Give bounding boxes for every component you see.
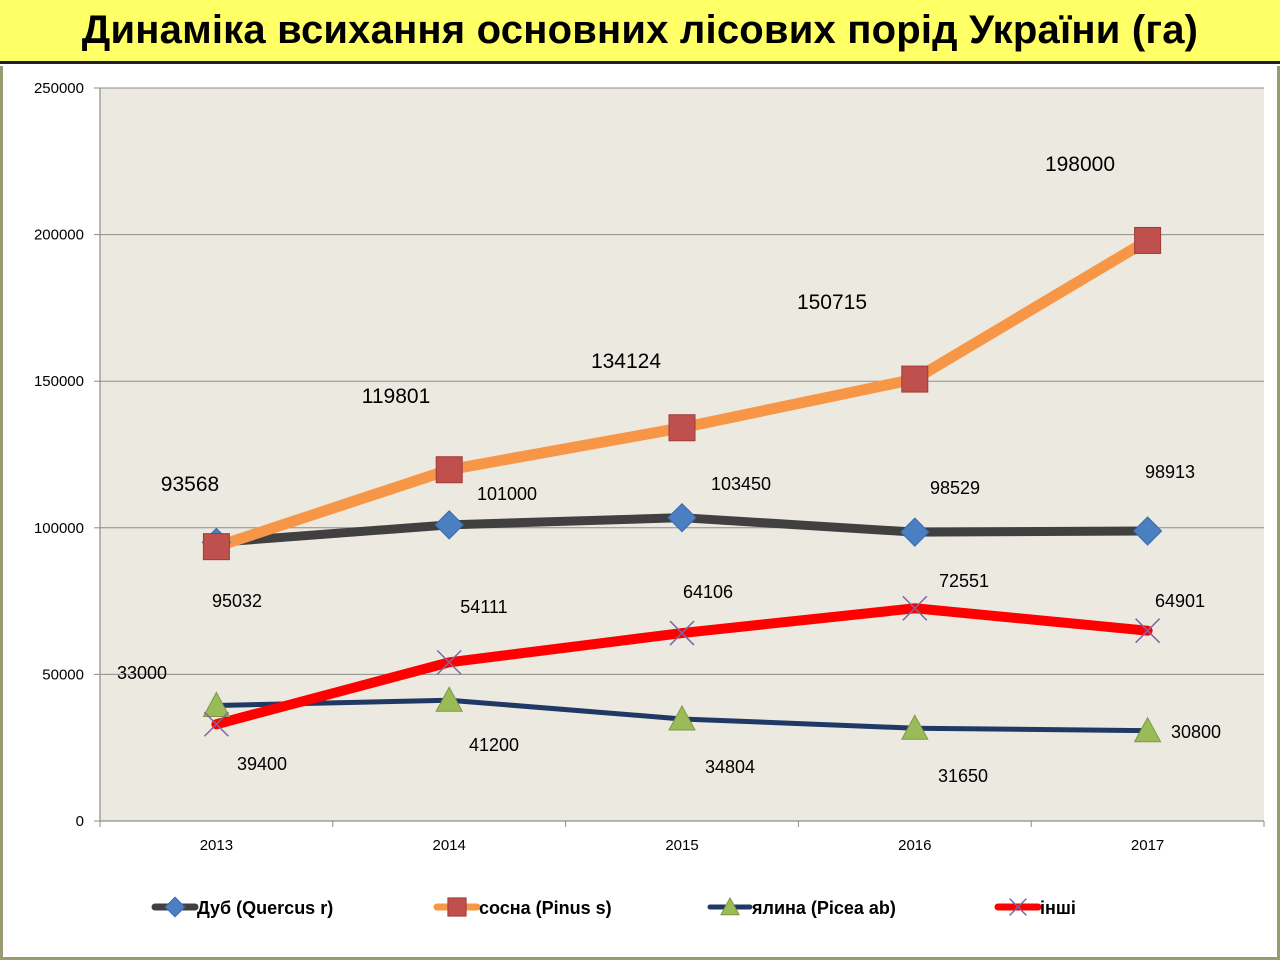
x-marker-stroke	[1135, 618, 1161, 644]
data-label: 95032	[212, 591, 262, 611]
data-label: 103450	[711, 474, 771, 494]
legend-marker	[1009, 898, 1027, 916]
data-point	[1135, 618, 1161, 644]
x-tick-label: 2014	[433, 837, 466, 854]
data-point	[434, 510, 464, 540]
data-label: 33000	[117, 663, 167, 683]
data-point	[668, 414, 696, 442]
data-label: 64106	[683, 582, 733, 602]
data-label: 31650	[938, 766, 988, 786]
data-label: 150715	[797, 291, 867, 314]
data-point	[901, 365, 929, 393]
data-label: 41200	[469, 735, 519, 755]
data-label: 98529	[930, 478, 980, 498]
data-label: 101000	[477, 484, 537, 504]
x-tick-label: 2013	[200, 837, 233, 854]
legend-marker	[720, 896, 740, 916]
x-tick-label: 2017	[1131, 837, 1164, 854]
data-point	[1132, 516, 1163, 546]
data-point	[203, 711, 229, 737]
data-label: 119801	[362, 385, 431, 408]
data-label: 134124	[591, 350, 661, 373]
data-point	[669, 620, 695, 646]
title-bar: Динаміка всихання основних лісових порід…	[0, 0, 1280, 64]
x-marker-stroke	[436, 649, 462, 675]
legend-label: інші	[1040, 898, 1076, 918]
data-point	[1133, 716, 1162, 743]
legend-label: Дуб (Quercus r)	[197, 898, 333, 918]
data-point	[436, 649, 462, 675]
data-point	[668, 704, 696, 731]
x-tick-label: 2016	[898, 837, 931, 854]
data-point	[900, 714, 929, 740]
y-tick-label: 150000	[34, 373, 84, 390]
legend-label: ялина (Picea ab)	[751, 898, 896, 918]
data-label: 30800	[1171, 722, 1221, 742]
data-label: 54111	[460, 597, 507, 617]
data-point	[902, 595, 928, 621]
data-point	[900, 517, 930, 547]
data-label: 39400	[237, 754, 287, 774]
data-label: 98913	[1145, 462, 1195, 482]
x-tick-label: 2015	[665, 837, 698, 854]
data-label: 93568	[161, 473, 219, 496]
y-tick-label: 200000	[34, 227, 84, 244]
data-label: 34804	[705, 757, 755, 777]
data-point	[1134, 226, 1162, 254]
x-marker-stroke	[203, 711, 229, 737]
y-tick-label: 100000	[34, 520, 84, 537]
page-title: Динаміка всихання основних лісових порід…	[81, 8, 1199, 52]
data-point	[667, 502, 697, 533]
y-tick-label: 50000	[42, 666, 84, 683]
data-point	[435, 686, 464, 712]
data-point	[202, 691, 231, 718]
y-tick-label: 0	[76, 813, 84, 830]
legend-marker	[164, 896, 186, 918]
data-label: 64901	[1155, 591, 1205, 611]
x-marker-stroke	[902, 595, 928, 621]
legend-marker	[447, 897, 467, 917]
data-label: 72551	[939, 571, 989, 591]
slide-frame	[0, 66, 1280, 960]
y-tick-label: 250000	[34, 80, 84, 97]
x-marker-stroke	[669, 620, 695, 646]
data-point	[202, 533, 230, 561]
data-label: 198000	[1045, 153, 1115, 176]
x-marker-stroke	[1009, 898, 1027, 916]
data-point	[435, 456, 463, 484]
legend-label: сосна (Pinus s)	[479, 898, 612, 918]
